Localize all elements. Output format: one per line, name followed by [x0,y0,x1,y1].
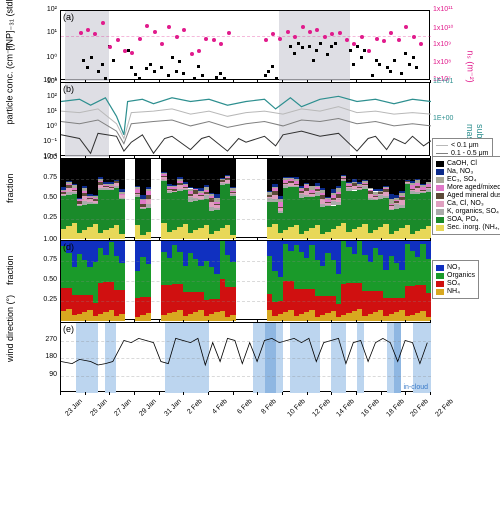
panel-d [60,240,430,320]
legend-d: NO₃OrganicsSO₄NH₄ [432,260,479,299]
panel-c [60,158,430,238]
panel-a [60,10,430,80]
panel-b [60,82,430,156]
figure: (a)10⁻¹10⁰10¹10²1x10⁷1x10⁸1x10⁹1x10¹⁰1x1… [0,0,500,515]
legend-c: CaOH, ClNa, NO₃EC₃, SO₄More aged/mixedAg… [432,156,500,235]
panel-e: in-cloud [60,322,430,392]
